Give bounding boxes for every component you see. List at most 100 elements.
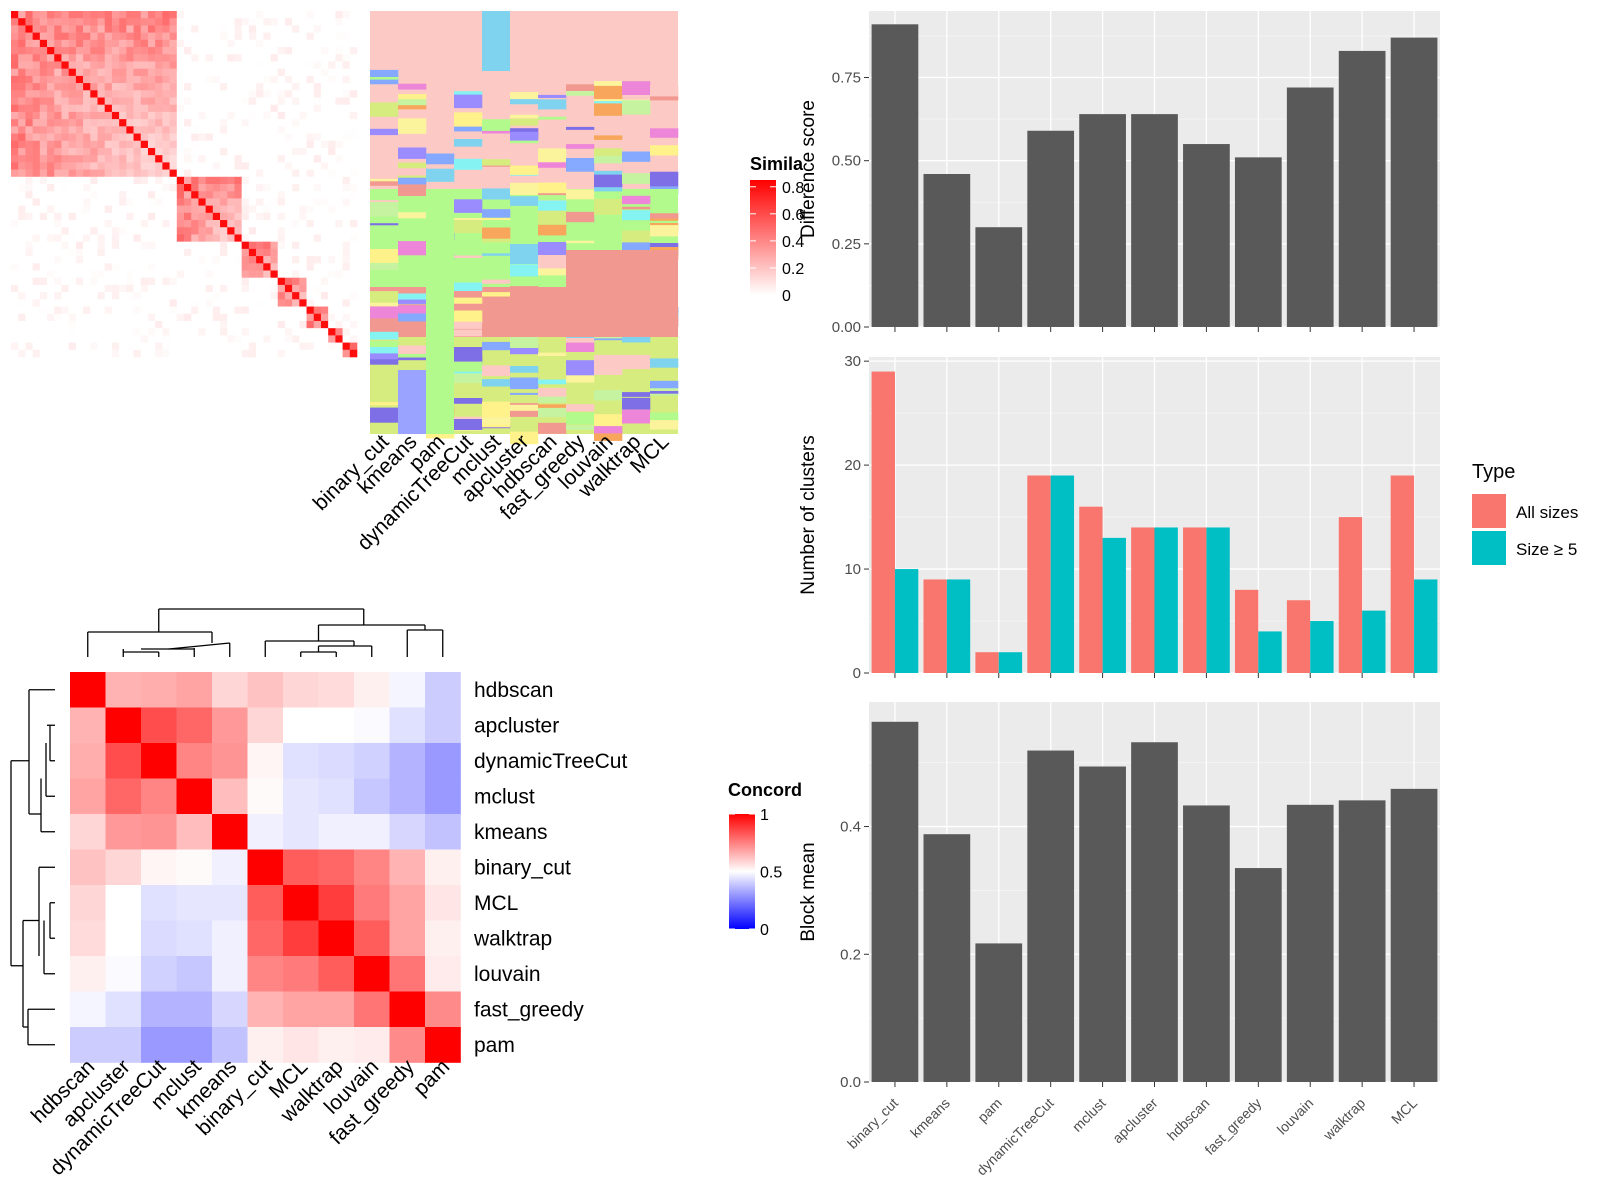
heat-cell xyxy=(47,335,55,343)
heat-cell xyxy=(155,227,163,235)
heat-cell xyxy=(306,32,315,41)
heat-cell xyxy=(198,47,206,55)
heat-cell xyxy=(47,248,55,257)
heat-cell xyxy=(335,299,343,307)
heat-cell xyxy=(205,227,214,235)
heat-cell xyxy=(18,47,26,55)
heat-cell xyxy=(126,241,134,250)
heat-cell xyxy=(18,90,26,98)
strip-band xyxy=(538,148,567,163)
heat-cell xyxy=(335,176,343,185)
heat-cell xyxy=(256,111,264,120)
heat-cell xyxy=(104,277,113,286)
heat-cell xyxy=(284,47,293,55)
heat-cell xyxy=(205,61,214,69)
heat-cell xyxy=(306,162,315,170)
strip-band xyxy=(650,358,679,368)
strip-band xyxy=(398,168,427,176)
concordance-cell xyxy=(70,885,106,921)
heat-cell xyxy=(320,83,329,91)
heat-cell xyxy=(328,198,336,206)
heat-cell xyxy=(126,342,134,351)
heat-cell xyxy=(320,111,329,120)
heat-cell xyxy=(32,162,41,170)
heat-cell xyxy=(342,263,351,271)
heat-cell xyxy=(68,25,77,33)
heat-cell xyxy=(54,284,62,293)
concordance-cell xyxy=(105,885,142,921)
heat-cell xyxy=(61,292,69,300)
heat-cell xyxy=(61,126,69,134)
heat-cell xyxy=(184,313,192,322)
heat-cell xyxy=(140,111,149,120)
heat-cell xyxy=(191,299,199,307)
heat-cell xyxy=(313,335,322,343)
heat-cell xyxy=(155,169,163,178)
heat-cell xyxy=(83,133,91,142)
bar-kmeans xyxy=(923,834,971,1082)
heat-cell xyxy=(104,104,113,113)
heat-cell xyxy=(83,90,91,98)
heat-cell xyxy=(147,212,156,221)
heat-cell xyxy=(299,90,307,98)
heat-cell xyxy=(342,104,351,113)
heat-cell xyxy=(277,90,286,98)
heat-cell xyxy=(220,299,228,307)
heat-cell xyxy=(11,241,19,250)
heat-cell xyxy=(83,169,91,178)
heat-cell xyxy=(11,220,19,228)
strip-band xyxy=(398,305,427,314)
heat-cell xyxy=(256,234,264,242)
heat-cell xyxy=(176,320,185,329)
heat-cell xyxy=(234,220,242,228)
heat-cell xyxy=(75,256,84,264)
heat-cell xyxy=(111,32,120,41)
heat-cell xyxy=(220,155,228,163)
heat-cell xyxy=(284,97,293,106)
heat-cell xyxy=(97,68,106,77)
heat-cell xyxy=(83,234,91,242)
heat-cell xyxy=(90,68,98,77)
heat-cell xyxy=(83,68,91,77)
heat-cell xyxy=(25,320,33,329)
heat-cell xyxy=(198,313,206,322)
heat-cell xyxy=(126,47,134,55)
heat-cell xyxy=(241,335,250,343)
heat-cell xyxy=(111,61,120,69)
heat-cell xyxy=(205,111,214,120)
heat-cell xyxy=(54,263,62,271)
strip-band xyxy=(370,249,399,263)
heat-cell xyxy=(198,126,206,134)
heat-cell xyxy=(126,126,134,134)
heat-cell xyxy=(11,90,19,98)
heat-cell xyxy=(241,140,250,149)
heat-cell xyxy=(54,140,62,149)
heat-cell xyxy=(292,212,300,221)
heat-cell xyxy=(97,306,106,315)
heat-cell xyxy=(61,147,69,156)
heat-cell xyxy=(97,349,106,358)
heat-cell xyxy=(133,68,142,77)
heat-cell xyxy=(234,248,242,257)
heat-cell xyxy=(90,335,98,343)
heat-cell xyxy=(147,277,156,286)
heat-cell xyxy=(119,292,127,300)
heat-cell xyxy=(227,184,235,192)
heat-cell xyxy=(25,147,33,156)
heat-cell xyxy=(212,119,221,127)
strip-band xyxy=(454,139,483,147)
heat-cell xyxy=(83,25,91,33)
heat-cell xyxy=(270,25,279,33)
heat-cell xyxy=(155,328,163,336)
heat-cell xyxy=(277,313,286,322)
bar-pam xyxy=(975,943,1023,1082)
heat-cell xyxy=(61,270,69,279)
bar-all-sizes-louvain xyxy=(1286,600,1311,673)
heat-cell xyxy=(320,328,329,336)
heat-cell xyxy=(140,349,149,358)
heat-cell xyxy=(47,299,55,307)
heat-cell xyxy=(39,11,48,19)
heat-cell xyxy=(205,248,214,257)
heat-cell xyxy=(68,119,77,127)
strip-band xyxy=(482,227,511,239)
